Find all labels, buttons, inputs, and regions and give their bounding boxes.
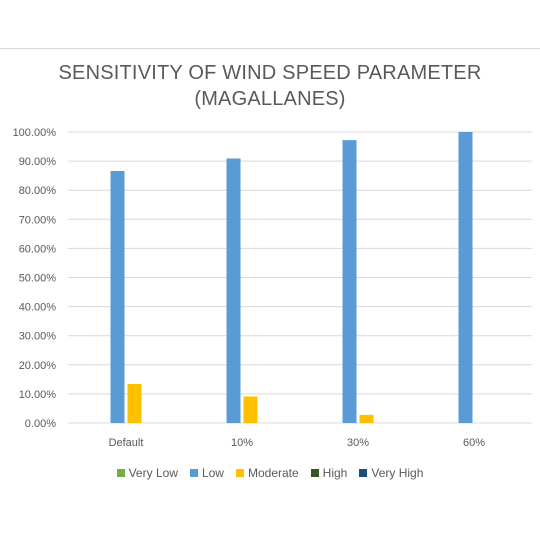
y-tick-label: 70.00%	[19, 214, 57, 226]
y-tick-label: 10.00%	[19, 389, 57, 401]
y-tick-label: 100.00%	[13, 127, 57, 139]
chart-title: SENSITIVITY OF WIND SPEED PARAMETER (MAG…	[0, 60, 540, 112]
top-divider	[0, 48, 540, 49]
y-tick-label: 0.00%	[25, 418, 56, 430]
legend-swatch	[116, 469, 125, 477]
y-tick-label: 20.00%	[19, 360, 57, 372]
chart-title-line2: (MAGALLANES)	[194, 88, 346, 110]
x-tick-label: Default	[109, 437, 144, 449]
bar-low	[226, 158, 241, 423]
legend-item: Very High	[359, 466, 423, 480]
legend: Very Low Low Moderate High Very High	[0, 466, 540, 480]
y-tick-label: 60.00%	[19, 243, 57, 255]
bars	[110, 132, 473, 423]
gridlines	[68, 131, 532, 424]
y-tick-label: 40.00%	[19, 302, 57, 314]
legend-swatch	[310, 469, 319, 477]
legend-label: Very High	[371, 466, 424, 480]
legend-label: Moderate	[247, 466, 299, 480]
legend-item: High	[310, 466, 348, 480]
legend-label: Low	[201, 466, 224, 480]
y-tick-label: 50.00%	[19, 273, 57, 285]
legend-swatch	[189, 469, 198, 477]
x-tick-label: 30%	[347, 437, 369, 449]
bar-low	[110, 170, 125, 423]
x-tick-label: 10%	[231, 437, 253, 449]
legend-label: High	[322, 466, 348, 480]
bar-moderate	[359, 414, 374, 423]
legend-item: Moderate	[235, 466, 299, 480]
legend-swatch	[235, 469, 244, 477]
bar-moderate	[243, 396, 258, 423]
x-axis: Default 10% 30% 60%	[109, 437, 486, 449]
y-tick-label: 80.00%	[19, 185, 57, 197]
y-tick-label: 90.00%	[19, 156, 57, 168]
legend-item: Low	[189, 466, 224, 480]
x-tick-label: 60%	[463, 437, 485, 449]
bar-low	[342, 140, 357, 423]
legend-label: Very Low	[128, 466, 178, 480]
bar-low	[458, 132, 473, 423]
y-tick-label: 30.00%	[19, 331, 57, 343]
chart-title-line1: SENSITIVITY OF WIND SPEED PARAMETER	[58, 62, 482, 84]
y-axis: 0.00% 10.00% 20.00% 30.00% 40.00% 50.00% 60.00…	[13, 127, 57, 430]
legend-item: Very Low	[116, 466, 178, 480]
legend-swatch	[359, 469, 368, 477]
bar-moderate	[127, 384, 142, 423]
